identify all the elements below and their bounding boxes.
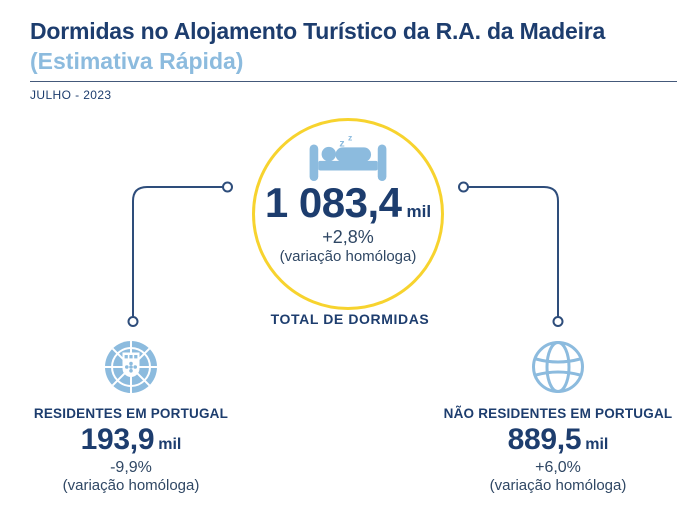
residents-change: -9,9% — [110, 458, 152, 476]
connector-dot — [127, 316, 139, 327]
non-residents-change-note: (variação homóloga) — [489, 476, 627, 494]
portugal-emblem-icon — [105, 341, 157, 393]
residents-change-note: (variação homóloga) — [62, 476, 200, 494]
total-change-note: (variação homóloga) — [279, 247, 417, 265]
connector-left — [127, 181, 233, 327]
total-dormidas-circle: z z 1 083,4 mil +2,8% (variação homóloga) — [252, 118, 444, 310]
residents-label: RESIDENTES EM PORTUGAL — [33, 406, 229, 421]
period-label: JULHO - 2023 — [30, 88, 112, 102]
total-unit: mil — [406, 202, 432, 221]
residents-group: RESIDENTES EM PORTUGAL 193,9 mil -9,9% (v… — [16, 339, 246, 496]
svg-text:z: z — [348, 133, 352, 143]
non-residents-value-row: 889,5 mil — [443, 424, 673, 456]
non-residents-change: +6,0% — [535, 458, 581, 476]
non-residents-label: NÃO RESIDENTES EM PORTUGAL — [443, 406, 673, 421]
residents-value: 193,9 — [80, 423, 155, 456]
connector-right — [458, 181, 564, 327]
connector-dot — [458, 181, 469, 193]
connector-dot — [222, 181, 233, 193]
page-subtitle: (Estimativa Rápida) — [30, 48, 244, 74]
connector-dot — [552, 316, 564, 327]
residents-unit: mil — [158, 436, 182, 453]
bed-sleep-icon: z z — [309, 133, 387, 181]
globe-icon — [532, 341, 584, 393]
non-residents-group: NÃO RESIDENTES EM PORTUGAL 889,5 mil +6,0… — [443, 339, 673, 496]
total-change: +2,8% — [322, 227, 374, 247]
total-dormidas-label: TOTAL DE DORMIDAS — [270, 311, 430, 327]
residents-value-row: 193,9 mil — [16, 424, 246, 456]
non-residents-unit: mil — [585, 436, 609, 453]
page-title: Dormidas no Alojamento Turístico da R.A.… — [30, 18, 606, 44]
total-value: 1 083,4 — [264, 179, 402, 226]
non-residents-value: 889,5 — [507, 423, 582, 456]
header-divider — [30, 81, 677, 82]
total-value-row: 1 083,4 mil — [265, 182, 431, 224]
svg-text:z: z — [339, 137, 344, 149]
